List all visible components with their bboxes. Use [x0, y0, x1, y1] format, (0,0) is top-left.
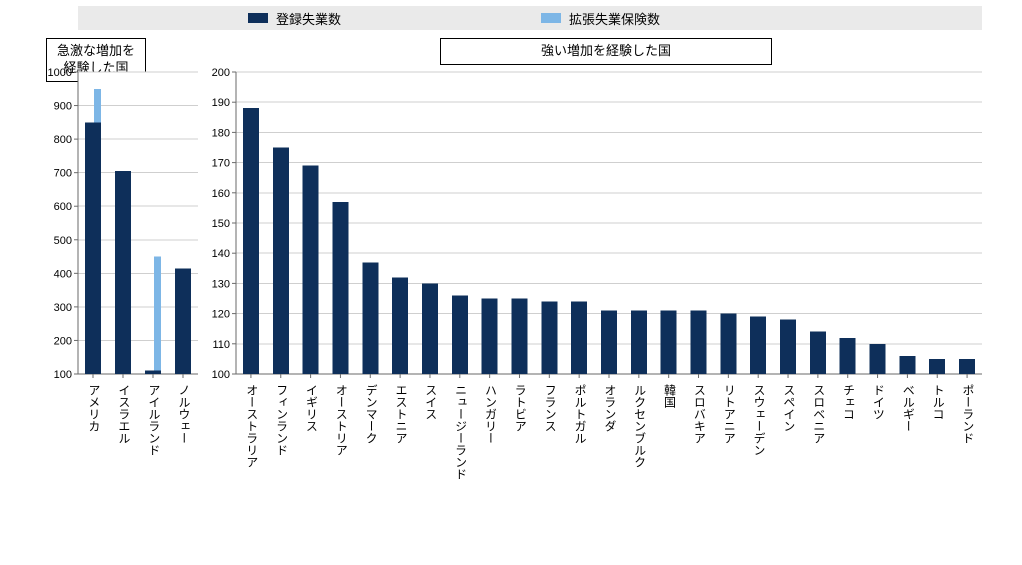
- y-tick-label: 1000: [48, 67, 72, 79]
- bar-secondary: [154, 257, 161, 374]
- chart-svg: 100 200 300 400 500 600 700 800 900 1000 アメリカ イスラエル…: [0, 0, 1022, 565]
- category-label: ポルトガル: [573, 384, 587, 444]
- y-tick-label: 900: [54, 101, 72, 113]
- y-tick-label: 170: [212, 158, 230, 170]
- bar-primary: [601, 311, 617, 374]
- category-label: ポーランド: [961, 384, 975, 444]
- bar-primary: [85, 122, 101, 374]
- y-tick-label: 180: [212, 127, 230, 139]
- category-label: アメリカ: [87, 384, 101, 432]
- category-label: ルクセンブルク: [633, 384, 647, 468]
- category-label: ベルギー: [901, 384, 915, 432]
- y-tick-label: 150: [212, 218, 230, 230]
- bar-primary: [810, 332, 826, 374]
- bar-primary: [115, 171, 131, 374]
- category-label: スロバキア: [692, 384, 706, 444]
- category-label: 韓国: [663, 384, 677, 408]
- y-tick-label: 300: [54, 302, 72, 314]
- bar-primary: [959, 359, 975, 374]
- bar-primary: [691, 311, 707, 374]
- y-tick-label: 190: [212, 97, 230, 109]
- category-label: スウェーデン: [752, 384, 766, 456]
- category-label: ニュージーランド: [454, 384, 468, 480]
- category-label: スペイン: [782, 384, 796, 432]
- y-tick-label: 160: [212, 188, 230, 200]
- bar-primary: [273, 148, 289, 375]
- y-tick-label: 600: [54, 201, 72, 213]
- bar-primary: [511, 299, 527, 375]
- bar-primary: [332, 202, 348, 374]
- bar-primary: [422, 283, 438, 374]
- category-label: フランス: [543, 384, 557, 432]
- y-tick-label: 140: [212, 248, 230, 260]
- bar-primary: [750, 317, 766, 374]
- y-tick-label: 200: [54, 335, 72, 347]
- category-label: デンマーク: [364, 384, 378, 444]
- bar-primary: [243, 108, 259, 374]
- bar-primary: [571, 302, 587, 374]
- y-tick-label: 800: [54, 134, 72, 146]
- bar-primary: [362, 262, 378, 374]
- bar-primary: [541, 302, 557, 374]
- category-label: オーストラリア: [245, 384, 259, 468]
- bar-primary: [452, 295, 468, 374]
- bar-primary: [780, 320, 796, 374]
- y-tick-label: 100: [54, 369, 72, 381]
- category-label: チェコ: [842, 384, 856, 420]
- bar-primary: [145, 371, 161, 374]
- category-label: フィンランド: [275, 384, 289, 456]
- y-tick-label: 700: [54, 168, 72, 180]
- category-label: ラトビア: [513, 384, 527, 432]
- y-tick-label: 130: [212, 278, 230, 290]
- bar-primary: [392, 277, 408, 374]
- bar-primary: [482, 299, 498, 375]
- y-tick-label: 100: [212, 369, 230, 381]
- y-tick-label: 120: [212, 309, 230, 321]
- category-label: ハンガリー: [483, 384, 497, 444]
- category-label: アイルランド: [147, 384, 161, 456]
- category-label: リトアニア: [722, 384, 736, 444]
- category-label: スロベニア: [812, 384, 826, 444]
- category-label: ノルウェー: [177, 384, 191, 444]
- category-label: イスラエル: [117, 384, 131, 444]
- y-tick-label: 110: [212, 339, 230, 351]
- category-label: ドイツ: [871, 384, 885, 420]
- bar-primary: [840, 338, 856, 374]
- chart-root: 登録失業数 拡張失業保険数 急激な増加を 経験した国 強い増加を経験した国 10…: [0, 0, 1022, 565]
- bar-primary: [870, 344, 886, 374]
- category-label: イギリス: [304, 384, 318, 432]
- bar-primary: [929, 359, 945, 374]
- category-label: スイス: [424, 384, 438, 420]
- bar-primary: [631, 311, 647, 374]
- bar-primary: [661, 311, 677, 374]
- category-label: エストニア: [394, 384, 408, 444]
- bar-primary: [720, 314, 736, 374]
- category-label: オランダ: [603, 384, 617, 432]
- bar-primary: [175, 268, 191, 374]
- category-label: トルコ: [931, 384, 945, 420]
- y-tick-label: 400: [54, 268, 72, 280]
- bar-primary: [303, 166, 319, 374]
- y-tick-label: 500: [54, 235, 72, 247]
- category-label: オーストリア: [334, 384, 348, 456]
- y-tick-label: 200: [212, 67, 230, 79]
- bar-primary: [899, 356, 915, 374]
